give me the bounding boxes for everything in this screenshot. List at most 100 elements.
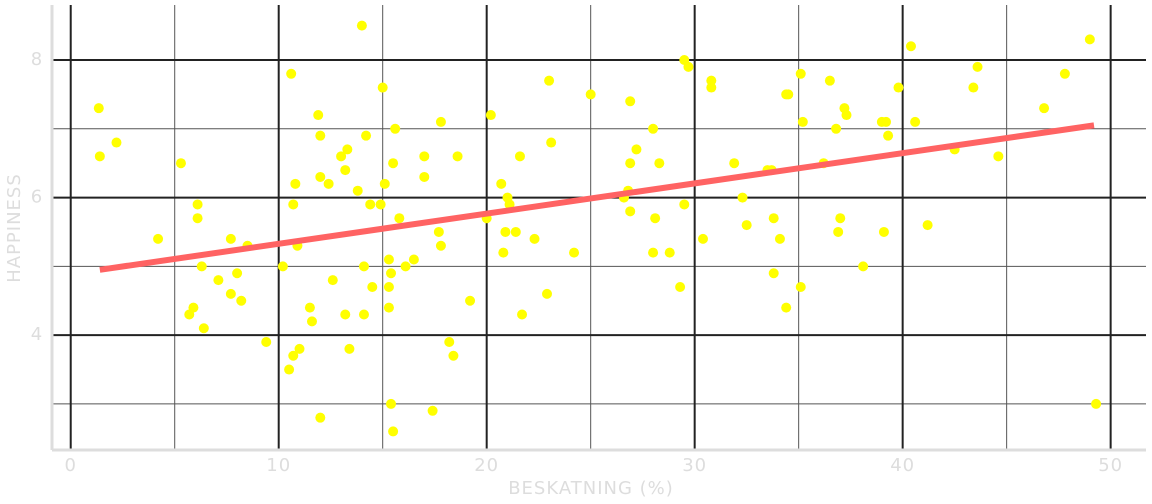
point xyxy=(386,268,397,279)
point xyxy=(400,261,411,272)
x-tick-label: 50 xyxy=(1098,455,1123,476)
point xyxy=(427,405,438,416)
point xyxy=(905,41,916,52)
point xyxy=(517,309,528,320)
point xyxy=(569,247,580,258)
point xyxy=(232,268,243,279)
point xyxy=(352,185,363,196)
point xyxy=(277,261,288,272)
point xyxy=(893,82,904,93)
point xyxy=(683,61,694,72)
point xyxy=(367,281,378,292)
point xyxy=(408,254,419,265)
point xyxy=(388,158,399,169)
point xyxy=(379,178,390,189)
point xyxy=(342,144,353,155)
point xyxy=(198,323,209,334)
point xyxy=(452,151,463,162)
point xyxy=(1039,103,1050,114)
point xyxy=(313,110,324,121)
point xyxy=(340,165,351,176)
point xyxy=(1084,34,1095,45)
point xyxy=(361,130,372,141)
x-axis-title: BESKATNING (%) xyxy=(508,478,674,499)
point xyxy=(435,240,446,251)
point xyxy=(448,350,459,361)
point xyxy=(284,364,295,375)
point xyxy=(1059,68,1070,79)
point xyxy=(444,337,455,348)
point xyxy=(546,137,557,148)
point xyxy=(741,220,752,231)
point xyxy=(213,275,224,286)
point xyxy=(175,158,186,169)
point xyxy=(315,171,326,182)
point xyxy=(910,116,921,127)
point xyxy=(336,151,347,162)
point xyxy=(344,343,355,354)
point xyxy=(835,213,846,224)
point xyxy=(153,233,164,244)
point xyxy=(768,268,779,279)
point xyxy=(858,261,869,272)
y-tick-label: 4 xyxy=(31,324,43,345)
point xyxy=(542,288,553,299)
point xyxy=(435,116,446,127)
trend-line xyxy=(99,122,1095,273)
point xyxy=(648,247,659,258)
point xyxy=(795,281,806,292)
y-axis-title: HAPPINESS xyxy=(4,173,25,283)
point xyxy=(544,75,555,86)
point xyxy=(496,178,507,189)
point xyxy=(625,96,636,107)
point xyxy=(625,206,636,217)
point xyxy=(585,89,596,100)
x-tick-label: 20 xyxy=(474,455,499,476)
point xyxy=(386,398,397,409)
point xyxy=(500,226,511,237)
point xyxy=(356,20,367,31)
point xyxy=(192,199,203,210)
point xyxy=(93,103,104,114)
point xyxy=(419,171,430,182)
point xyxy=(377,82,388,93)
point xyxy=(388,426,399,437)
point xyxy=(111,137,122,148)
point xyxy=(236,295,247,306)
point xyxy=(697,233,708,244)
point xyxy=(184,309,195,320)
point xyxy=(290,178,301,189)
x-tick-label: 30 xyxy=(682,455,707,476)
point xyxy=(315,130,326,141)
point xyxy=(650,213,661,224)
x-tick-label: 0 xyxy=(64,455,76,476)
point xyxy=(383,254,394,265)
y-tick-label: 6 xyxy=(31,187,43,208)
point xyxy=(196,261,207,272)
point xyxy=(824,75,835,86)
point xyxy=(394,213,405,224)
point xyxy=(737,192,748,203)
point xyxy=(768,213,779,224)
point xyxy=(510,226,521,237)
point xyxy=(383,281,394,292)
point xyxy=(679,199,690,210)
point xyxy=(797,116,808,127)
x-tick-label: 40 xyxy=(890,455,915,476)
point xyxy=(841,110,852,121)
point xyxy=(286,68,297,79)
point xyxy=(225,233,236,244)
point xyxy=(968,82,979,93)
point xyxy=(323,178,334,189)
point xyxy=(306,316,317,327)
point xyxy=(675,281,686,292)
point xyxy=(358,261,369,272)
point xyxy=(288,350,299,361)
point xyxy=(706,82,717,93)
point xyxy=(774,233,785,244)
x-tick-label: 10 xyxy=(266,455,291,476)
point xyxy=(304,302,315,313)
point xyxy=(288,199,299,210)
point xyxy=(375,199,386,210)
